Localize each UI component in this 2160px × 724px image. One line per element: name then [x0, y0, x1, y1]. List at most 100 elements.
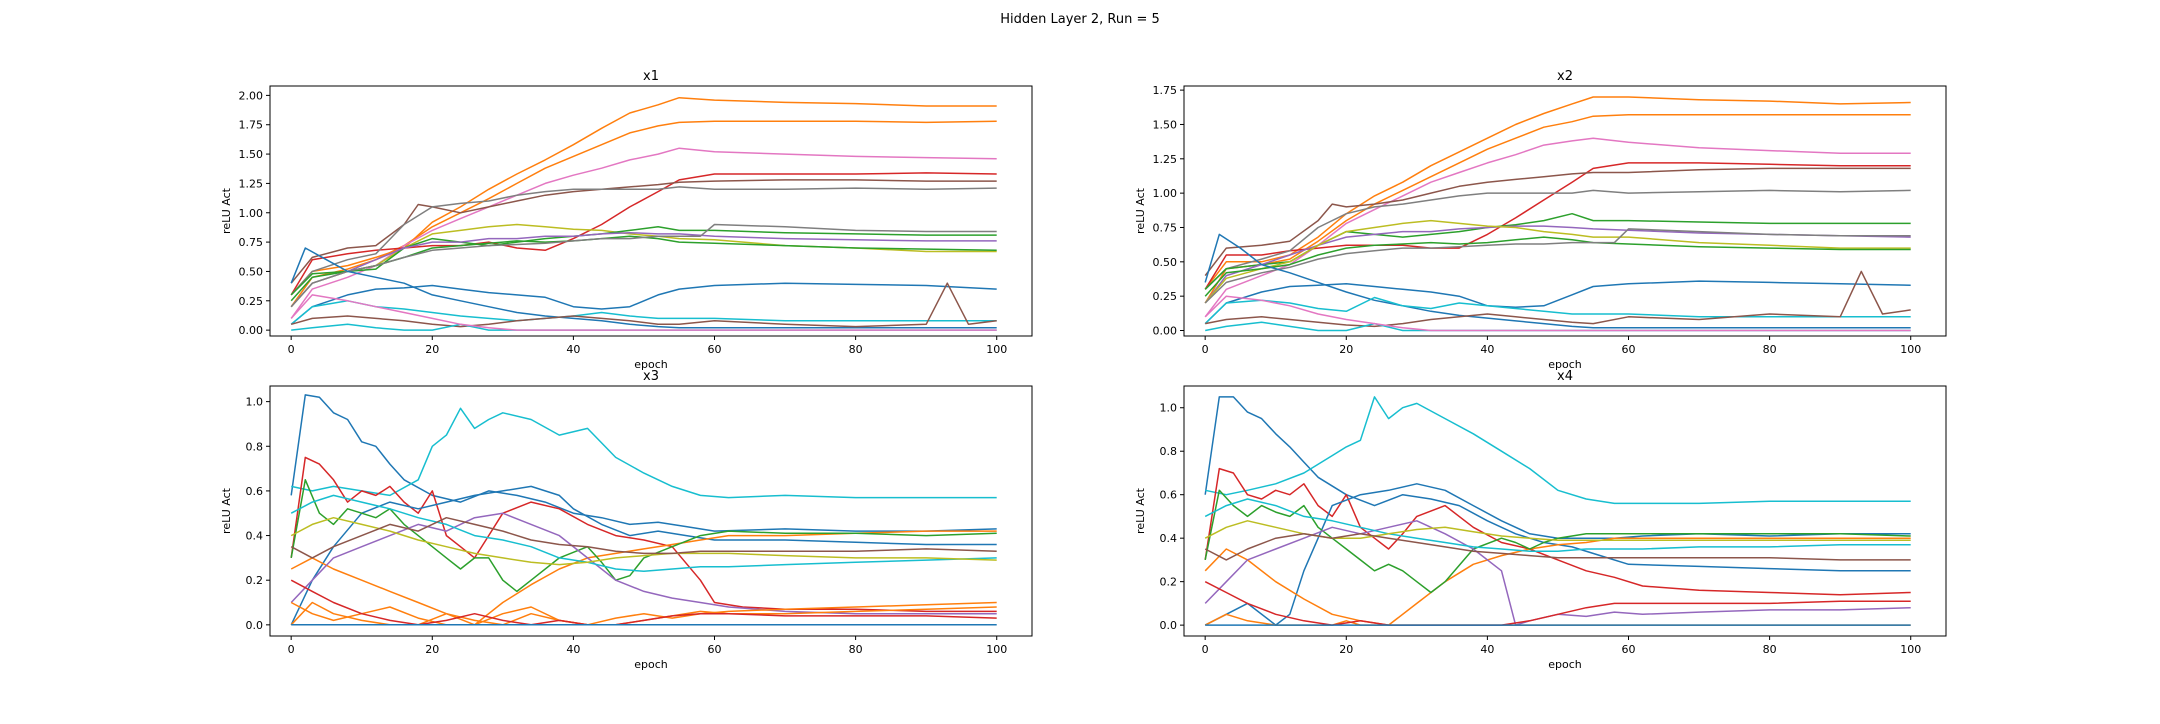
y-tick-label: 0.75	[239, 236, 264, 249]
series-line-3	[1204, 467, 1911, 596]
series-line-13	[290, 247, 997, 329]
series-line-17	[1204, 295, 1911, 332]
series-line-6	[1204, 189, 1911, 290]
x-tick-label: 20	[1339, 643, 1353, 656]
series-line-2	[291, 407, 997, 499]
y-tick-label: 1.50	[239, 148, 264, 161]
x-tick-label: 60	[1622, 643, 1636, 656]
y-tick-label: 1.25	[1153, 153, 1178, 166]
x-axis-label: epoch	[1548, 358, 1582, 371]
y-tick-label: 0.4	[1160, 532, 1178, 545]
series-line-12	[290, 282, 997, 325]
series-line-5	[290, 530, 997, 626]
subplot-4: 0 20 40 60 80 100 0.0 0.2 0.4 0.6 0.8 1.0 x4 epoch reL…	[1134, 369, 1947, 671]
x-tick-label: 40	[1480, 643, 1494, 656]
y-tick-label: 0.0	[1160, 619, 1178, 632]
y-tick-label: 1.0	[246, 396, 264, 409]
subplot-title: x2	[1557, 69, 1573, 84]
y-axis-label: reLU Act	[1134, 187, 1147, 234]
series-line-1	[1204, 96, 1911, 290]
x-tick-label: 80	[849, 343, 863, 356]
x-tick-label: 20	[425, 643, 439, 656]
series-line-17	[290, 294, 997, 331]
series-line-9	[290, 235, 997, 302]
y-tick-label: 0.8	[1160, 445, 1178, 458]
x-tick-label: 100	[986, 343, 1007, 356]
x-tick-label: 100	[1900, 343, 1921, 356]
series-line-12	[290, 516, 997, 559]
subplot-title: x3	[643, 369, 659, 384]
y-tick-label: 0.0	[246, 619, 264, 632]
series-line-16	[1205, 321, 1911, 332]
series-line-3	[290, 456, 997, 613]
series-line-15	[1205, 270, 1911, 328]
x-tick-label: 0	[288, 643, 295, 656]
y-tick-label: 0.25	[1153, 290, 1178, 303]
x-tick-label: 40	[1480, 343, 1494, 356]
series-line-9	[1204, 219, 1911, 304]
x-tick-label: 40	[566, 343, 580, 356]
series-line-11	[1204, 533, 1911, 561]
y-tick-label: 0.50	[239, 265, 264, 278]
y-tick-label: 1.75	[1153, 84, 1178, 97]
series-line-7	[290, 512, 997, 615]
x-tick-label: 0	[1202, 343, 1209, 356]
y-tick-label: 0.2	[246, 574, 264, 587]
series-line-7	[1204, 520, 1911, 626]
subplot-2: 0 20 40 60 80 100 0.00 0.25 0.50 0.75 1.00 1.25 1.50…	[1134, 69, 1947, 371]
axes-frame	[269, 85, 1033, 337]
series-line-5	[1204, 537, 1911, 626]
series-line-9	[1204, 520, 1911, 542]
x-tick-label: 60	[708, 343, 722, 356]
series-line-11	[290, 223, 997, 308]
series-line-8	[290, 226, 997, 296]
x-tick-label: 20	[1339, 343, 1353, 356]
series-line-5	[1204, 167, 1911, 277]
series-line-6	[1204, 489, 1911, 594]
x-tick-label: 0	[288, 343, 295, 356]
x-tick-label: 80	[1763, 643, 1777, 656]
series-line-13	[290, 579, 997, 626]
x-tick-label: 0	[1202, 643, 1209, 656]
series-line-10	[1204, 613, 1911, 626]
axes-frame	[1183, 85, 1947, 337]
axes-frame	[269, 385, 1033, 637]
y-tick-label: 0.6	[246, 485, 264, 498]
x-tick-label: 80	[849, 643, 863, 656]
series-line-4	[290, 485, 997, 626]
y-tick-label: 0.4	[246, 530, 264, 543]
series-line-2	[1205, 396, 1911, 505]
series-line-6	[290, 479, 997, 593]
y-tick-label: 0.00	[1153, 325, 1178, 338]
series-line-2	[1204, 114, 1911, 304]
x-axis-label: epoch	[634, 658, 668, 671]
subplot-title: x1	[643, 69, 659, 84]
series-line-11	[1204, 228, 1911, 304]
series-line-15	[290, 282, 997, 328]
series-line-4	[1204, 162, 1911, 290]
series-line-13	[1204, 233, 1911, 329]
y-tick-label: 1.00	[239, 207, 264, 220]
x-tick-label: 60	[708, 643, 722, 656]
y-axis-label: reLU Act	[1134, 487, 1147, 534]
series-line-10	[1204, 236, 1911, 297]
series-line-8	[1204, 225, 1911, 304]
y-tick-label: 0.6	[1160, 489, 1178, 502]
series-line-8	[290, 494, 997, 573]
y-tick-label: 1.25	[239, 177, 264, 190]
y-tick-label: 0.75	[1153, 221, 1178, 234]
subplot-title: x4	[1557, 369, 1573, 384]
y-tick-label: 0.00	[239, 324, 264, 337]
y-tick-label: 0.2	[1160, 576, 1178, 589]
series-line-6	[290, 186, 997, 296]
series-line-9	[290, 516, 997, 566]
x-tick-label: 20	[425, 343, 439, 356]
series-line-2	[290, 120, 997, 308]
y-tick-label: 0.50	[1153, 256, 1178, 269]
series-line-8	[1204, 498, 1911, 552]
x-axis-label: epoch	[634, 358, 668, 371]
series-line-4	[1204, 483, 1911, 626]
y-tick-label: 1.75	[239, 119, 264, 132]
